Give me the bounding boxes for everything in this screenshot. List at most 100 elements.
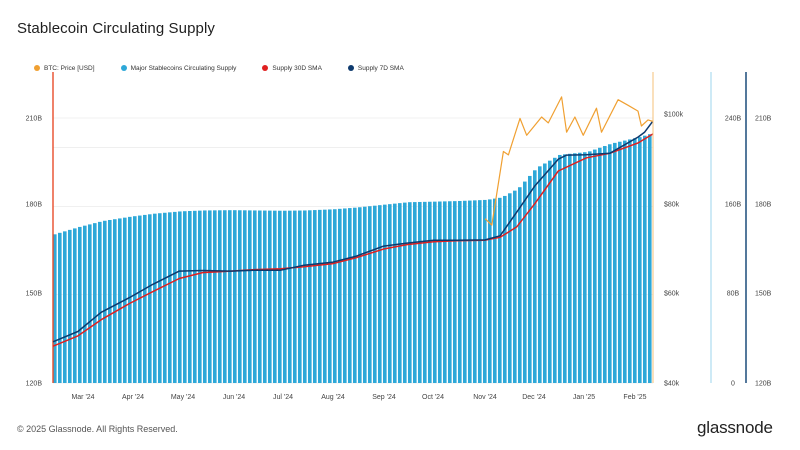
supply-bar[interactable] — [258, 210, 262, 384]
supply-bar[interactable] — [138, 215, 142, 383]
supply-bar[interactable] — [578, 152, 582, 383]
supply-bar[interactable] — [303, 210, 307, 383]
supply-bar[interactable] — [163, 212, 167, 383]
supply-bar[interactable] — [538, 166, 542, 383]
supply-bar[interactable] — [383, 204, 387, 383]
supply-bar[interactable] — [243, 210, 247, 383]
supply-bar[interactable] — [128, 216, 132, 383]
supply-bar[interactable] — [553, 157, 557, 383]
legend-item-btc[interactable]: BTC: Price [USD] — [34, 65, 95, 72]
supply-bar[interactable] — [373, 205, 377, 383]
supply-bar[interactable] — [223, 210, 227, 383]
supply-bar[interactable] — [463, 200, 467, 383]
supply-bar[interactable] — [333, 209, 337, 383]
legend-item-supply[interactable]: Major Stablecoins Circulating Supply — [120, 65, 236, 72]
supply-bar[interactable] — [418, 201, 422, 383]
supply-bar[interactable] — [343, 208, 347, 383]
supply-bar[interactable] — [298, 210, 302, 383]
supply-bar[interactable] — [403, 202, 407, 383]
supply-bar[interactable] — [633, 138, 637, 383]
supply-bar[interactable] — [313, 210, 317, 383]
supply-bar[interactable] — [438, 201, 442, 383]
supply-bar[interactable] — [98, 221, 102, 383]
supply-bar[interactable] — [358, 207, 362, 383]
supply-bar[interactable] — [533, 170, 537, 383]
supply-bar[interactable] — [73, 228, 77, 383]
supply-bar[interactable] — [613, 142, 617, 383]
supply-bar[interactable] — [273, 210, 277, 383]
supply-bar[interactable] — [398, 203, 402, 383]
supply-bar[interactable] — [103, 220, 107, 383]
supply-bar[interactable] — [293, 210, 297, 383]
supply-bar[interactable] — [608, 144, 612, 383]
supply-bar[interactable] — [488, 199, 492, 383]
supply-bar[interactable] — [228, 210, 232, 383]
supply-bar[interactable] — [68, 229, 72, 383]
supply-bar[interactable] — [408, 202, 412, 383]
supply-bar[interactable] — [88, 224, 92, 383]
supply-bar[interactable] — [178, 211, 182, 383]
supply-bar[interactable] — [198, 210, 202, 383]
supply-bar[interactable] — [423, 201, 427, 383]
legend-item-sma7[interactable]: Supply 7D SMA — [347, 65, 404, 72]
supply-bar[interactable] — [413, 202, 417, 383]
supply-bar[interactable] — [588, 151, 592, 383]
supply-bar[interactable] — [498, 197, 502, 383]
supply-bar[interactable] — [603, 146, 607, 383]
supply-bar[interactable] — [363, 206, 367, 383]
supply-bar[interactable] — [143, 214, 147, 383]
supply-bar[interactable] — [308, 210, 312, 383]
supply-bar[interactable] — [568, 153, 572, 383]
supply-bar[interactable] — [248, 210, 252, 383]
supply-bar[interactable] — [453, 201, 457, 383]
supply-bar[interactable] — [368, 206, 372, 383]
supply-bar[interactable] — [318, 209, 322, 383]
supply-bar[interactable] — [188, 211, 192, 383]
supply-bar[interactable] — [183, 211, 187, 383]
supply-bar[interactable] — [428, 201, 432, 383]
supply-bar[interactable] — [148, 214, 152, 383]
btc-price-line[interactable] — [484, 96, 654, 226]
supply-bar[interactable] — [153, 213, 157, 383]
supply-bar[interactable] — [388, 204, 392, 383]
supply-bar[interactable] — [233, 210, 237, 383]
supply-bar[interactable] — [458, 200, 462, 383]
supply-bar[interactable] — [218, 210, 222, 383]
supply-bar[interactable] — [443, 201, 447, 383]
supply-bar[interactable] — [493, 198, 497, 383]
supply-bar[interactable] — [638, 137, 642, 383]
supply-bar[interactable] — [238, 210, 242, 383]
supply-bar[interactable] — [263, 210, 267, 383]
supply-bar[interactable] — [158, 213, 162, 383]
supply-bar[interactable] — [53, 234, 57, 383]
supply-bar[interactable] — [583, 152, 587, 383]
supply-bar[interactable] — [628, 139, 632, 383]
sma7-line[interactable] — [52, 120, 654, 343]
supply-bar[interactable] — [173, 211, 177, 383]
supply-bar[interactable] — [433, 201, 437, 383]
supply-bar[interactable] — [108, 219, 112, 383]
supply-bar[interactable] — [268, 210, 272, 383]
supply-bar[interactable] — [378, 205, 382, 383]
supply-bar[interactable] — [203, 210, 207, 383]
supply-bar[interactable] — [58, 232, 62, 383]
supply-bar[interactable] — [643, 135, 647, 383]
supply-bar[interactable] — [563, 154, 567, 383]
supply-bar[interactable] — [323, 209, 327, 383]
supply-bar[interactable] — [503, 195, 507, 383]
supply-bar[interactable] — [573, 153, 577, 383]
supply-bar[interactable] — [118, 218, 122, 383]
supply-bar[interactable] — [543, 163, 547, 384]
supply-bar[interactable] — [328, 209, 332, 383]
supply-bar[interactable] — [508, 193, 512, 383]
supply-bar[interactable] — [478, 200, 482, 383]
supply-bar[interactable] — [518, 187, 522, 383]
supply-bar[interactable] — [513, 190, 517, 383]
supply-bar[interactable] — [618, 141, 622, 383]
supply-bar[interactable] — [623, 140, 627, 383]
supply-bar[interactable] — [448, 201, 452, 383]
supply-bar[interactable] — [93, 223, 97, 383]
supply-bar[interactable] — [338, 208, 342, 383]
supply-bar[interactable] — [393, 203, 397, 383]
